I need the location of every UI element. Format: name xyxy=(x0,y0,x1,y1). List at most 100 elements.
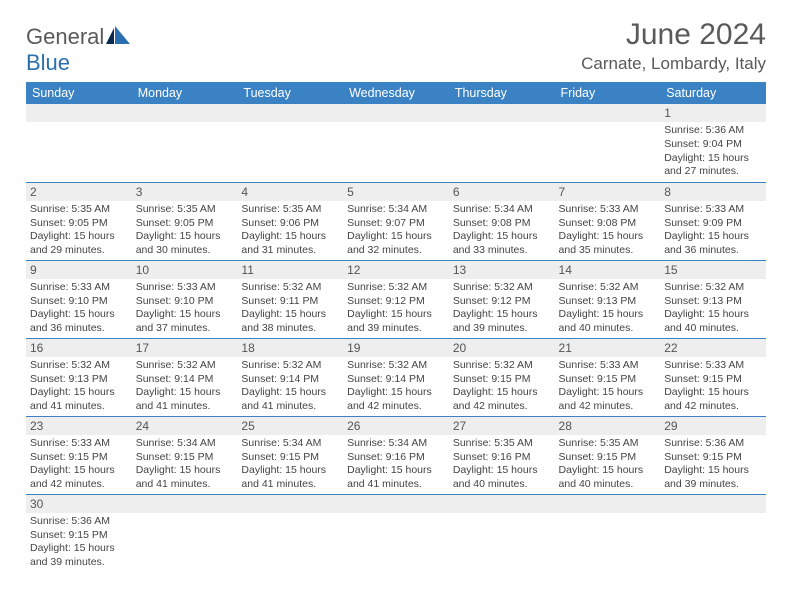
sunset-text: Sunset: 9:15 PM xyxy=(664,373,762,387)
day-details: Sunrise: 5:32 AMSunset: 9:12 PMDaylight:… xyxy=(343,279,449,338)
sunrise-text: Sunrise: 5:32 AM xyxy=(453,281,551,295)
daylight-text: Daylight: 15 hours and 39 minutes. xyxy=(30,542,128,569)
day-header: Tuesday xyxy=(237,82,343,104)
calendar-cell: 8Sunrise: 5:33 AMSunset: 9:09 PMDaylight… xyxy=(660,182,766,260)
calendar-cell: 1Sunrise: 5:36 AMSunset: 9:04 PMDaylight… xyxy=(660,104,766,182)
day-details: Sunrise: 5:32 AMSunset: 9:14 PMDaylight:… xyxy=(132,357,238,416)
flag-icon xyxy=(106,24,132,49)
day-number xyxy=(132,104,238,122)
daylight-text: Daylight: 15 hours and 30 minutes. xyxy=(136,230,234,257)
day-number: 10 xyxy=(132,261,238,279)
daylight-text: Daylight: 15 hours and 41 minutes. xyxy=(30,386,128,413)
title-block: June 2024 Carnate, Lombardy, Italy xyxy=(581,18,766,74)
sunset-text: Sunset: 9:06 PM xyxy=(241,217,339,231)
calendar-cell: 22Sunrise: 5:33 AMSunset: 9:15 PMDayligh… xyxy=(660,338,766,416)
calendar-cell: 5Sunrise: 5:34 AMSunset: 9:07 PMDaylight… xyxy=(343,182,449,260)
day-details: Sunrise: 5:32 AMSunset: 9:15 PMDaylight:… xyxy=(449,357,555,416)
day-number: 25 xyxy=(237,417,343,435)
daylight-text: Daylight: 15 hours and 41 minutes. xyxy=(136,386,234,413)
sunset-text: Sunset: 9:15 PM xyxy=(30,529,128,543)
day-number: 27 xyxy=(449,417,555,435)
sunset-text: Sunset: 9:13 PM xyxy=(559,295,657,309)
calendar-page: General Blue June 2024 Carnate, Lombardy… xyxy=(0,0,792,572)
sunset-text: Sunset: 9:14 PM xyxy=(136,373,234,387)
day-number: 20 xyxy=(449,339,555,357)
sunrise-text: Sunrise: 5:32 AM xyxy=(241,359,339,373)
calendar-cell: 10Sunrise: 5:33 AMSunset: 9:10 PMDayligh… xyxy=(132,260,238,338)
daylight-text: Daylight: 15 hours and 42 minutes. xyxy=(30,464,128,491)
calendar-cell: 9Sunrise: 5:33 AMSunset: 9:10 PMDaylight… xyxy=(26,260,132,338)
day-details: Sunrise: 5:34 AMSunset: 9:16 PMDaylight:… xyxy=(343,435,449,494)
day-details: Sunrise: 5:34 AMSunset: 9:08 PMDaylight:… xyxy=(449,201,555,260)
calendar-head: SundayMondayTuesdayWednesdayThursdayFrid… xyxy=(26,82,766,104)
daylight-text: Daylight: 15 hours and 36 minutes. xyxy=(664,230,762,257)
sunrise-text: Sunrise: 5:32 AM xyxy=(347,359,445,373)
calendar-cell: 24Sunrise: 5:34 AMSunset: 9:15 PMDayligh… xyxy=(132,416,238,494)
day-number: 9 xyxy=(26,261,132,279)
daylight-text: Daylight: 15 hours and 39 minutes. xyxy=(664,464,762,491)
day-number xyxy=(343,104,449,122)
day-details: Sunrise: 5:36 AMSunset: 9:15 PMDaylight:… xyxy=(660,435,766,494)
calendar-cell: 6Sunrise: 5:34 AMSunset: 9:08 PMDaylight… xyxy=(449,182,555,260)
day-number xyxy=(237,495,343,513)
sunset-text: Sunset: 9:13 PM xyxy=(664,295,762,309)
day-details: Sunrise: 5:34 AMSunset: 9:15 PMDaylight:… xyxy=(132,435,238,494)
sunset-text: Sunset: 9:15 PM xyxy=(559,451,657,465)
calendar-cell xyxy=(555,104,661,182)
calendar-cell: 18Sunrise: 5:32 AMSunset: 9:14 PMDayligh… xyxy=(237,338,343,416)
calendar-cell xyxy=(132,104,238,182)
sunrise-text: Sunrise: 5:34 AM xyxy=(453,203,551,217)
calendar-cell xyxy=(660,494,766,572)
day-number xyxy=(660,495,766,513)
calendar-cell: 3Sunrise: 5:35 AMSunset: 9:05 PMDaylight… xyxy=(132,182,238,260)
calendar-cell: 26Sunrise: 5:34 AMSunset: 9:16 PMDayligh… xyxy=(343,416,449,494)
day-number: 7 xyxy=(555,183,661,201)
sunrise-text: Sunrise: 5:33 AM xyxy=(664,359,762,373)
sunrise-text: Sunrise: 5:35 AM xyxy=(559,437,657,451)
daylight-text: Daylight: 15 hours and 40 minutes. xyxy=(559,308,657,335)
day-number: 23 xyxy=(26,417,132,435)
day-details: Sunrise: 5:33 AMSunset: 9:09 PMDaylight:… xyxy=(660,201,766,260)
daylight-text: Daylight: 15 hours and 38 minutes. xyxy=(241,308,339,335)
day-header: Friday xyxy=(555,82,661,104)
calendar-cell xyxy=(343,494,449,572)
sunrise-text: Sunrise: 5:35 AM xyxy=(30,203,128,217)
logo: General Blue xyxy=(26,24,132,76)
day-number: 3 xyxy=(132,183,238,201)
day-number xyxy=(343,495,449,513)
sunset-text: Sunset: 9:05 PM xyxy=(30,217,128,231)
sunrise-text: Sunrise: 5:34 AM xyxy=(347,437,445,451)
day-details: Sunrise: 5:35 AMSunset: 9:05 PMDaylight:… xyxy=(26,201,132,260)
calendar-cell xyxy=(449,494,555,572)
day-details: Sunrise: 5:35 AMSunset: 9:15 PMDaylight:… xyxy=(555,435,661,494)
day-details: Sunrise: 5:32 AMSunset: 9:12 PMDaylight:… xyxy=(449,279,555,338)
daylight-text: Daylight: 15 hours and 41 minutes. xyxy=(241,464,339,491)
day-details: Sunrise: 5:36 AMSunset: 9:15 PMDaylight:… xyxy=(26,513,132,572)
calendar-cell: 16Sunrise: 5:32 AMSunset: 9:13 PMDayligh… xyxy=(26,338,132,416)
daylight-text: Daylight: 15 hours and 32 minutes. xyxy=(347,230,445,257)
day-details: Sunrise: 5:32 AMSunset: 9:11 PMDaylight:… xyxy=(237,279,343,338)
sunset-text: Sunset: 9:12 PM xyxy=(347,295,445,309)
day-header: Wednesday xyxy=(343,82,449,104)
calendar-cell: 13Sunrise: 5:32 AMSunset: 9:12 PMDayligh… xyxy=(449,260,555,338)
daylight-text: Daylight: 15 hours and 40 minutes. xyxy=(453,464,551,491)
daylight-text: Daylight: 15 hours and 41 minutes. xyxy=(136,464,234,491)
sunrise-text: Sunrise: 5:32 AM xyxy=(136,359,234,373)
day-header: Thursday xyxy=(449,82,555,104)
month-title: June 2024 xyxy=(581,18,766,52)
daylight-text: Daylight: 15 hours and 31 minutes. xyxy=(241,230,339,257)
daylight-text: Daylight: 15 hours and 29 minutes. xyxy=(30,230,128,257)
calendar-cell xyxy=(237,104,343,182)
sunrise-text: Sunrise: 5:36 AM xyxy=(664,437,762,451)
sunset-text: Sunset: 9:14 PM xyxy=(241,373,339,387)
day-number: 8 xyxy=(660,183,766,201)
sunset-text: Sunset: 9:07 PM xyxy=(347,217,445,231)
day-details: Sunrise: 5:35 AMSunset: 9:05 PMDaylight:… xyxy=(132,201,238,260)
day-number: 29 xyxy=(660,417,766,435)
day-number xyxy=(26,104,132,122)
sunrise-text: Sunrise: 5:32 AM xyxy=(30,359,128,373)
sunrise-text: Sunrise: 5:33 AM xyxy=(30,281,128,295)
day-number xyxy=(449,104,555,122)
daylight-text: Daylight: 15 hours and 42 minutes. xyxy=(559,386,657,413)
sunrise-text: Sunrise: 5:32 AM xyxy=(241,281,339,295)
